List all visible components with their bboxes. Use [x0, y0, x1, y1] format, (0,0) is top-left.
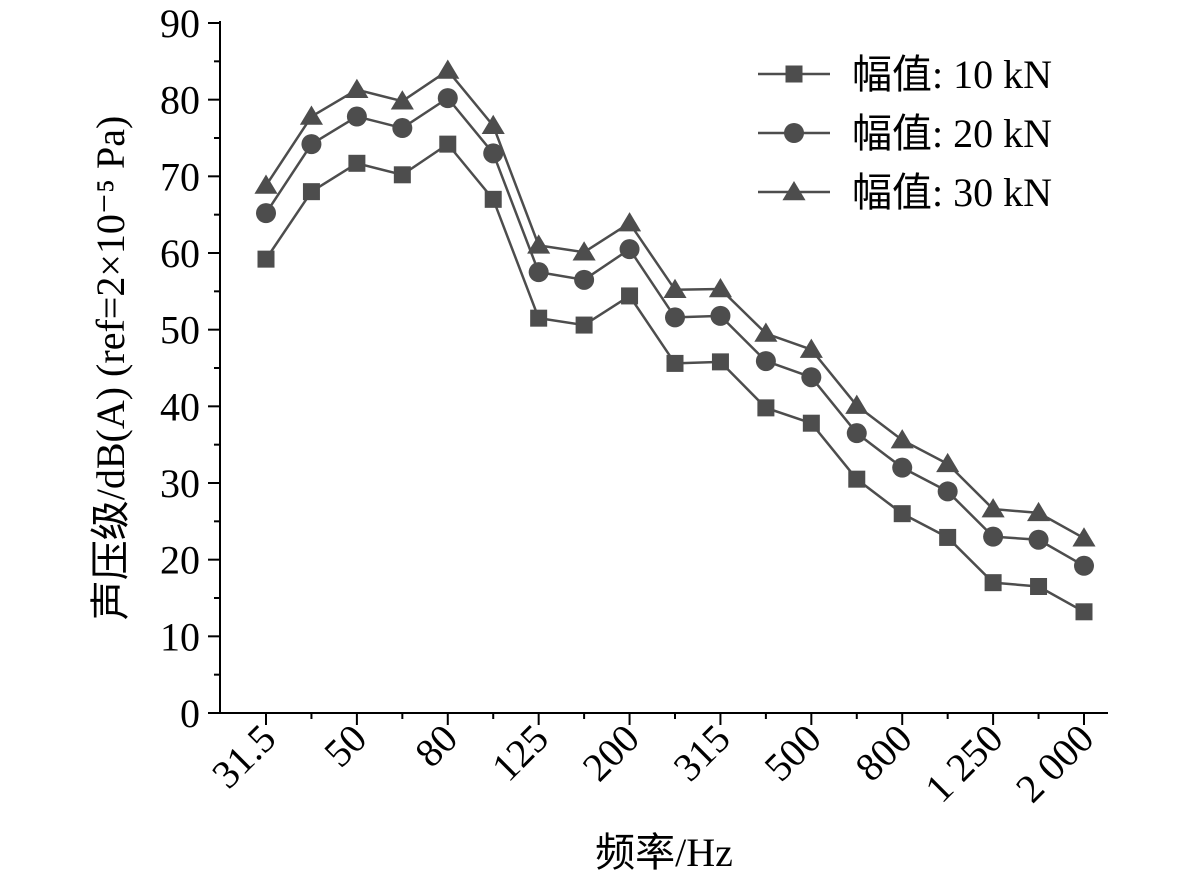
y-tick-label: 80 [160, 78, 200, 123]
data-point-triangle [890, 429, 914, 449]
legend-label: 幅值: 10 kN [852, 52, 1052, 97]
data-point-triangle [981, 498, 1005, 518]
data-point-square [439, 135, 457, 153]
data-point-circle [801, 367, 822, 388]
data-point-circle [846, 423, 867, 444]
legend-label: 幅值: 20 kN [852, 111, 1052, 156]
data-point-square [621, 287, 639, 305]
data-point-circle [483, 143, 504, 164]
data-point-square [1030, 578, 1048, 595]
y-tick-label: 30 [160, 461, 200, 506]
data-point-triangle [1072, 527, 1096, 547]
data-point-triangle [390, 90, 414, 110]
x-tick-label: 2 000 [1007, 716, 1102, 811]
series-circle [256, 88, 1094, 576]
data-point-square [302, 183, 320, 201]
data-point-circle [301, 134, 322, 155]
x-tick-label: 500 [755, 716, 829, 790]
data-point-circle [983, 526, 1004, 547]
data-point-square [848, 470, 866, 488]
data-point-circle [346, 106, 367, 127]
data-point-circle [665, 307, 685, 328]
data-point-square [893, 505, 911, 523]
data-point-circle [392, 118, 413, 139]
series-square [257, 135, 1093, 621]
data-point-triangle [254, 174, 278, 194]
series-triangle [254, 59, 1096, 547]
data-point-circle [755, 351, 776, 372]
y-tick-label: 50 [160, 308, 200, 353]
x-tick-label: 50 [315, 716, 375, 776]
legend-item: 幅值: 20 kN [758, 111, 1052, 156]
x-tick-label: 1 250 [916, 716, 1011, 811]
y-tick-label: 90 [160, 1, 200, 46]
x-tick-label: 315 [665, 716, 739, 790]
data-point-triangle [1027, 501, 1051, 522]
x-tick-label: 31.5 [203, 716, 284, 797]
data-point-triangle [299, 105, 323, 125]
y-tick-label: 0 [180, 691, 200, 736]
data-point-triangle [572, 241, 596, 261]
data-point-square [484, 190, 502, 208]
data-point-square [257, 250, 275, 268]
data-point-square [785, 65, 803, 83]
data-point-square [530, 309, 548, 327]
x-tick-label: 200 [574, 716, 648, 790]
y-tick-label: 60 [160, 231, 200, 276]
series-line [264, 96, 1085, 567]
x-tick-label: 125 [483, 716, 557, 790]
data-point-square [939, 528, 957, 546]
data-point-circle [1074, 555, 1094, 576]
data-point-triangle [345, 78, 369, 98]
data-point-square [711, 353, 729, 371]
data-point-triangle [936, 452, 960, 473]
data-point-square [575, 316, 593, 334]
data-point-triangle [754, 322, 778, 342]
data-point-circle [528, 262, 549, 283]
data-point-triangle [782, 181, 806, 201]
data-point-square [757, 399, 775, 417]
data-point-square [666, 354, 684, 372]
data-point-circle [574, 269, 595, 290]
data-point-square [348, 154, 366, 172]
data-point-circle [1028, 529, 1049, 550]
y-tick-label: 10 [160, 614, 200, 659]
series-layer [254, 59, 1096, 621]
data-point-triangle [481, 114, 505, 134]
data-point-square [1075, 603, 1093, 621]
data-point-circle [892, 457, 913, 478]
x-tick-label: 800 [846, 716, 920, 790]
legend-label: 幅值: 30 kN [852, 170, 1052, 215]
data-point-triangle [845, 394, 869, 414]
data-point-triangle [663, 278, 687, 299]
legend-item: 幅值: 10 kN [758, 52, 1052, 97]
data-point-circle [437, 88, 458, 109]
data-point-square [802, 414, 820, 432]
data-point-circle [937, 481, 958, 502]
data-point-triangle [618, 212, 642, 232]
data-point-triangle [708, 278, 732, 298]
data-point-circle [784, 123, 804, 143]
data-point-square [984, 574, 1002, 592]
y-tick-label: 70 [160, 154, 200, 199]
data-point-triangle [436, 59, 460, 79]
data-point-circle [256, 203, 276, 224]
y-axis-label: 声压级/dB(A) (ref=2×10⁻⁵ Pa) [88, 116, 133, 621]
y-tick-label: 40 [160, 384, 200, 429]
data-point-triangle [527, 234, 551, 254]
legend: 幅值: 10 kN 幅值: 20 kN 幅值: 30 kN [758, 52, 1052, 215]
y-tick-label: 20 [160, 538, 200, 583]
data-point-circle [619, 239, 640, 260]
x-axis-label: 频率/Hz [595, 830, 733, 875]
data-point-triangle [799, 338, 823, 358]
x-tick-label: 80 [406, 716, 466, 776]
data-point-square [393, 166, 411, 184]
legend-item: 幅值: 30 kN [758, 170, 1052, 215]
data-point-circle [710, 305, 731, 326]
